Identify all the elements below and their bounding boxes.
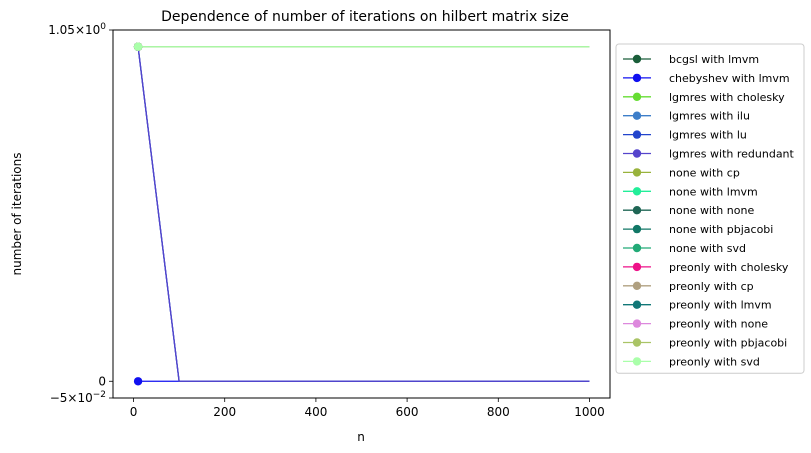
series-line — [137, 46, 590, 382]
legend-marker — [632, 224, 642, 234]
legend-marker — [632, 262, 642, 272]
legend-label: none with cp — [669, 166, 740, 179]
legend-marker — [632, 168, 642, 177]
legend-item: chebyshev with lmvm — [623, 72, 790, 85]
legend-item: lgmres with redundant — [623, 148, 795, 161]
x-tick-label: 600 — [396, 405, 419, 419]
legend-label: preonly with none — [669, 318, 768, 331]
legend-item: none with lmvm — [623, 185, 758, 198]
legend-label: none with svd — [669, 242, 746, 255]
legend-label: preonly with cholesky — [669, 261, 789, 274]
legend-marker — [632, 338, 642, 347]
chart-title: Dependence of number of iterations on hi… — [161, 9, 569, 25]
legend-marker — [632, 281, 642, 290]
series-3 — [133, 42, 590, 382]
y-axis: 1.05×100 0 −5×10−2 — [48, 22, 113, 405]
series-line — [137, 46, 590, 382]
legend-label: preonly with lmvm — [669, 299, 772, 312]
legend-marker — [632, 243, 642, 253]
legend-marker — [632, 206, 642, 215]
legend-marker — [632, 300, 642, 309]
series-line — [137, 46, 590, 382]
legend-item: preonly with none — [623, 318, 768, 331]
legend-marker — [632, 54, 642, 64]
legend-item: preonly with cp — [623, 280, 754, 293]
y-tick-label: 0 — [98, 374, 106, 388]
series-16 — [133, 42, 590, 51]
y-tick-label: 1.05×100 — [48, 22, 106, 37]
legend-marker — [632, 319, 642, 328]
series-4 — [133, 42, 590, 382]
legend-frame — [615, 43, 805, 374]
legend-label: lgmres with cholesky — [669, 91, 785, 104]
data-point — [133, 377, 143, 386]
legend-marker — [632, 111, 642, 120]
y-tick-label: −5×10−2 — [50, 390, 106, 405]
x-axis-label: n — [357, 430, 365, 444]
legend-label: preonly with svd — [669, 355, 760, 368]
legend-label: bcgsl with lmvm — [669, 53, 759, 66]
plot-area — [133, 42, 590, 386]
legend-label: lgmres with lu — [669, 129, 747, 142]
x-axis: 0 200 400 600 800 1000 — [130, 398, 605, 419]
legend: bcgsl with lmvm chebyshev with lmvm lgmres… — [615, 43, 805, 374]
legend-item: none with none — [623, 204, 754, 217]
legend-item: none with pbjacobi — [623, 223, 773, 236]
legend-label: preonly with cp — [669, 280, 754, 293]
legend-item: preonly with pbjacobi — [623, 337, 787, 350]
x-tick-label: 1000 — [574, 405, 605, 419]
legend-item: lgmres with cholesky — [623, 91, 785, 104]
legend-label: none with none — [669, 204, 754, 217]
legend-label: lgmres with redundant — [669, 148, 795, 161]
legend-item: none with cp — [623, 166, 740, 179]
x-tick-label: 400 — [304, 405, 327, 419]
x-tick-label: 800 — [487, 405, 510, 419]
legend-item: preonly with cholesky — [623, 261, 789, 274]
legend-marker — [632, 187, 642, 196]
legend-item: lgmres with ilu — [623, 110, 750, 123]
x-tick-label: 200 — [213, 405, 236, 419]
legend-item: lgmres with lu — [623, 129, 747, 142]
legend-label: chebyshev with lmvm — [669, 72, 790, 85]
legend-item: none with svd — [623, 242, 746, 255]
legend-label: preonly with pbjacobi — [669, 337, 787, 350]
legend-marker — [632, 73, 642, 83]
legend-marker — [632, 130, 642, 139]
series-5 — [133, 42, 590, 382]
legend-label: none with lmvm — [669, 185, 758, 198]
plot-frame — [112, 29, 611, 399]
legend-marker — [632, 149, 642, 158]
legend-item: preonly with lmvm — [623, 299, 772, 312]
legend-item: bcgsl with lmvm — [623, 53, 759, 66]
data-point — [133, 42, 143, 51]
legend-label: lgmres with ilu — [669, 110, 750, 123]
y-axis-label: number of iterations — [10, 153, 24, 276]
legend-marker — [632, 92, 642, 102]
legend-label: none with pbjacobi — [669, 223, 773, 236]
legend-marker — [632, 357, 642, 366]
legend-item: preonly with svd — [623, 355, 760, 368]
x-tick-label: 0 — [130, 405, 138, 419]
